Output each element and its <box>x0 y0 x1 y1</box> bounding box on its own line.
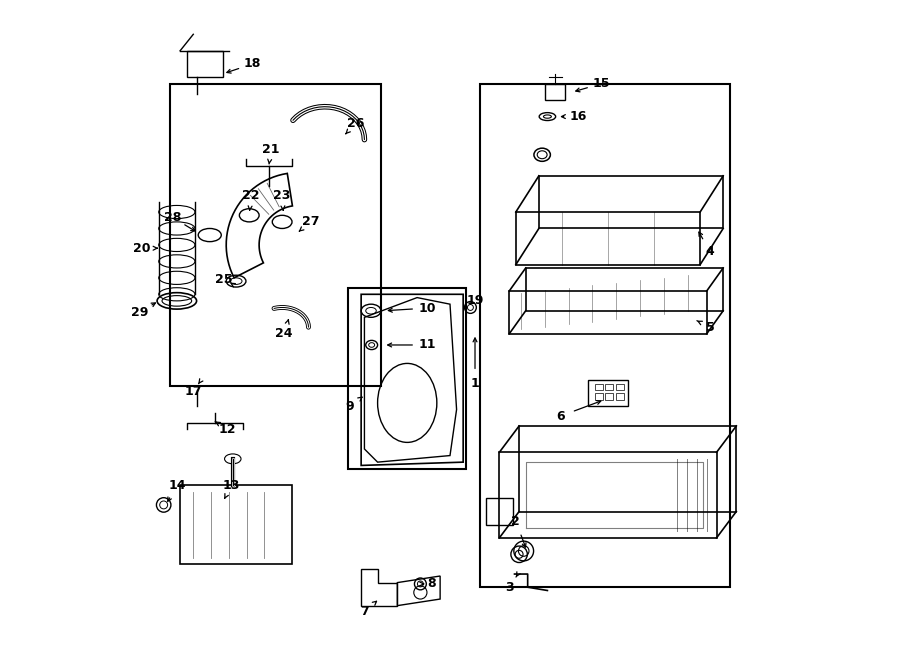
Text: 29: 29 <box>130 305 148 319</box>
Text: 8: 8 <box>428 578 436 590</box>
Bar <box>348 288 466 469</box>
Text: 21: 21 <box>262 143 280 156</box>
Bar <box>595 384 603 391</box>
Text: 6: 6 <box>556 410 565 422</box>
Bar <box>616 393 624 400</box>
Text: 19: 19 <box>466 294 483 307</box>
Bar <box>486 498 512 525</box>
Text: 17: 17 <box>184 385 202 397</box>
Text: 25: 25 <box>215 272 233 286</box>
Bar <box>186 51 223 77</box>
Text: 2: 2 <box>511 515 520 528</box>
Text: 26: 26 <box>347 116 365 130</box>
Bar <box>595 393 603 400</box>
Text: 9: 9 <box>346 400 355 412</box>
Text: 18: 18 <box>244 58 261 71</box>
Text: 10: 10 <box>418 301 436 315</box>
Text: 12: 12 <box>219 423 237 436</box>
Text: 13: 13 <box>223 479 240 492</box>
Text: 15: 15 <box>592 77 610 90</box>
Text: 27: 27 <box>302 215 319 229</box>
Bar <box>606 393 613 400</box>
Text: 28: 28 <box>164 211 181 224</box>
Text: 16: 16 <box>570 110 587 123</box>
Text: 20: 20 <box>133 242 150 254</box>
Bar <box>180 485 292 564</box>
Text: 4: 4 <box>706 245 715 258</box>
Text: 3: 3 <box>506 581 514 594</box>
Text: 24: 24 <box>275 327 292 340</box>
Bar <box>606 384 613 391</box>
Bar <box>589 380 627 407</box>
Text: 23: 23 <box>274 189 291 202</box>
Bar <box>170 84 381 387</box>
Text: 14: 14 <box>168 479 185 492</box>
Bar <box>545 84 565 100</box>
Text: 7: 7 <box>360 605 369 618</box>
Text: 22: 22 <box>242 189 260 202</box>
Text: 11: 11 <box>418 338 436 352</box>
Text: 1: 1 <box>471 377 480 389</box>
Bar <box>616 384 624 391</box>
Bar <box>480 84 730 587</box>
Text: 5: 5 <box>706 321 715 334</box>
